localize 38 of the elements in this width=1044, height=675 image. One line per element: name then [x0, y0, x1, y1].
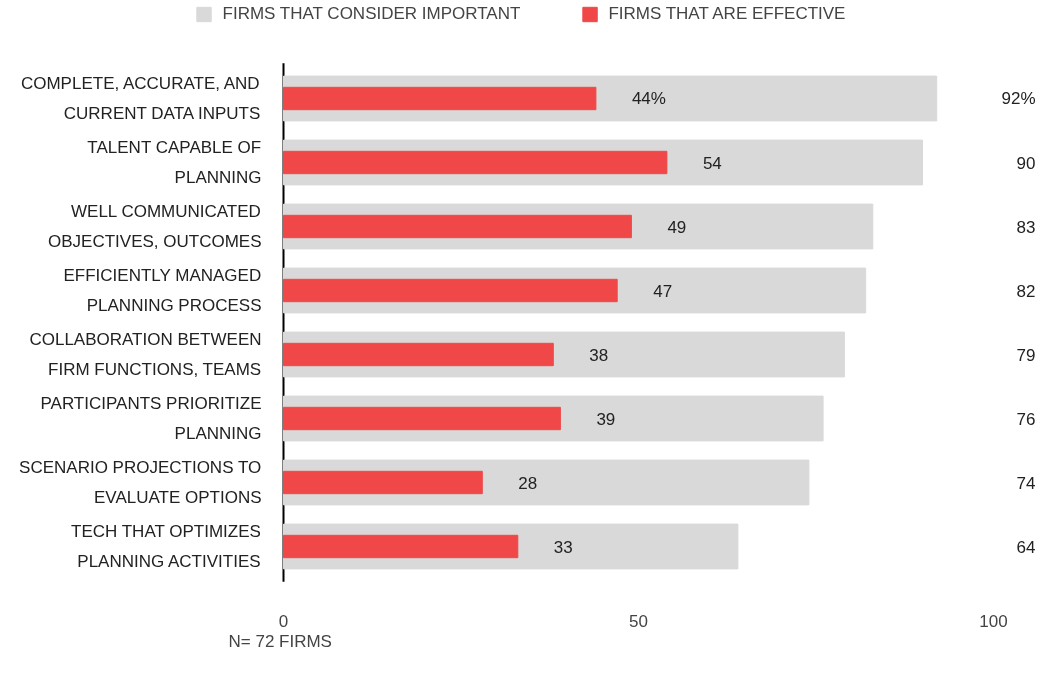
y-tick-label: SCENARIO PROJECTIONS TO EVALUATE OPTIONS [19, 458, 262, 507]
bar [283, 534, 519, 559]
data-label: 64 [1016, 537, 1036, 557]
data-label: 47 [653, 281, 673, 301]
y-tick-label: WELL COMMUNICATED OBJECTIVES, OUTCOMES [48, 202, 262, 251]
y-tick-label: EFFICIENTLY MANAGED PLANNING PROCESS [63, 266, 262, 315]
y-tick-label: TALENT CAPABLE OF PLANNING [87, 138, 262, 187]
data-label: 54 [702, 153, 722, 173]
legend-label: FIRMS THAT CONSIDER IMPORTANT [222, 4, 521, 24]
bar [283, 278, 618, 303]
x-tick-label: 0 [278, 611, 289, 631]
data-label: 49 [667, 217, 687, 237]
bar [283, 150, 668, 175]
data-label: 82 [1016, 281, 1036, 301]
y-tick-label: COMPLETE, ACCURATE, AND CURRENT DATA INPUTS [20, 74, 261, 123]
bar [283, 214, 632, 239]
bar [283, 342, 554, 367]
data-label: 83 [1016, 217, 1036, 237]
bar [283, 470, 483, 495]
data-label: 76 [1016, 409, 1036, 429]
data-label: 33 [553, 537, 573, 557]
y-tick-label: PARTICIPANTS PRIORITIZE PLANNING [40, 394, 262, 443]
data-label: 74 [1016, 473, 1036, 493]
data-label: 38 [589, 345, 609, 365]
legend-label: FIRMS THAT ARE EFFECTIVE [608, 4, 846, 24]
bar [283, 406, 561, 431]
text: N= 72 FIRMS [228, 631, 332, 651]
data-label: 92% [1001, 89, 1036, 108]
bar [283, 86, 597, 111]
data-label: 39 [596, 409, 616, 429]
data-label: 28 [518, 473, 538, 493]
data-label: 44% [631, 89, 666, 108]
y-tick-label: TECH THAT OPTIMIZES PLANNING ACTIVITIES [71, 522, 261, 571]
data-label: 79 [1016, 345, 1036, 365]
x-tick-label: 50 [629, 611, 648, 631]
data-label: 90 [1016, 153, 1036, 173]
y-tick-label: COLLABORATION BETWEEN FIRM FUNCTIONS, TEAMS [29, 330, 262, 379]
x-tick-label: 100 [979, 611, 1008, 631]
